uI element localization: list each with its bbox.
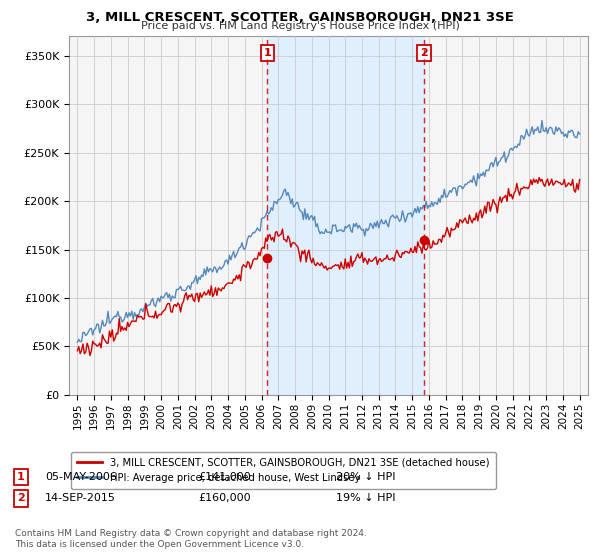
Bar	[268, 36, 424, 395]
Text: 20% ↓ HPI: 20% ↓ HPI	[336, 472, 395, 482]
Legend: 3, MILL CRESCENT, SCOTTER, GAINSBOROUGH, DN21 3SE (detached house), HPI: Average: 3, MILL CRESCENT, SCOTTER, GAINSBOROUGH,…	[71, 452, 496, 489]
Text: 3, MILL CRESCENT, SCOTTER, GAINSBOROUGH, DN21 3SE: 3, MILL CRESCENT, SCOTTER, GAINSBOROUGH,…	[86, 11, 514, 24]
Text: Price paid vs. HM Land Registry's House Price Index (HPI): Price paid vs. HM Land Registry's House …	[140, 21, 460, 31]
Text: 2: 2	[420, 48, 428, 58]
Text: 05-MAY-2006: 05-MAY-2006	[45, 472, 117, 482]
Text: 19% ↓ HPI: 19% ↓ HPI	[336, 493, 395, 503]
Text: Contains HM Land Registry data © Crown copyright and database right 2024.
This d: Contains HM Land Registry data © Crown c…	[15, 529, 367, 549]
Text: 1: 1	[17, 472, 25, 482]
Text: £141,000: £141,000	[198, 472, 251, 482]
Text: 14-SEP-2015: 14-SEP-2015	[45, 493, 116, 503]
Text: 1: 1	[263, 48, 271, 58]
Text: 2: 2	[17, 493, 25, 503]
Text: £160,000: £160,000	[198, 493, 251, 503]
